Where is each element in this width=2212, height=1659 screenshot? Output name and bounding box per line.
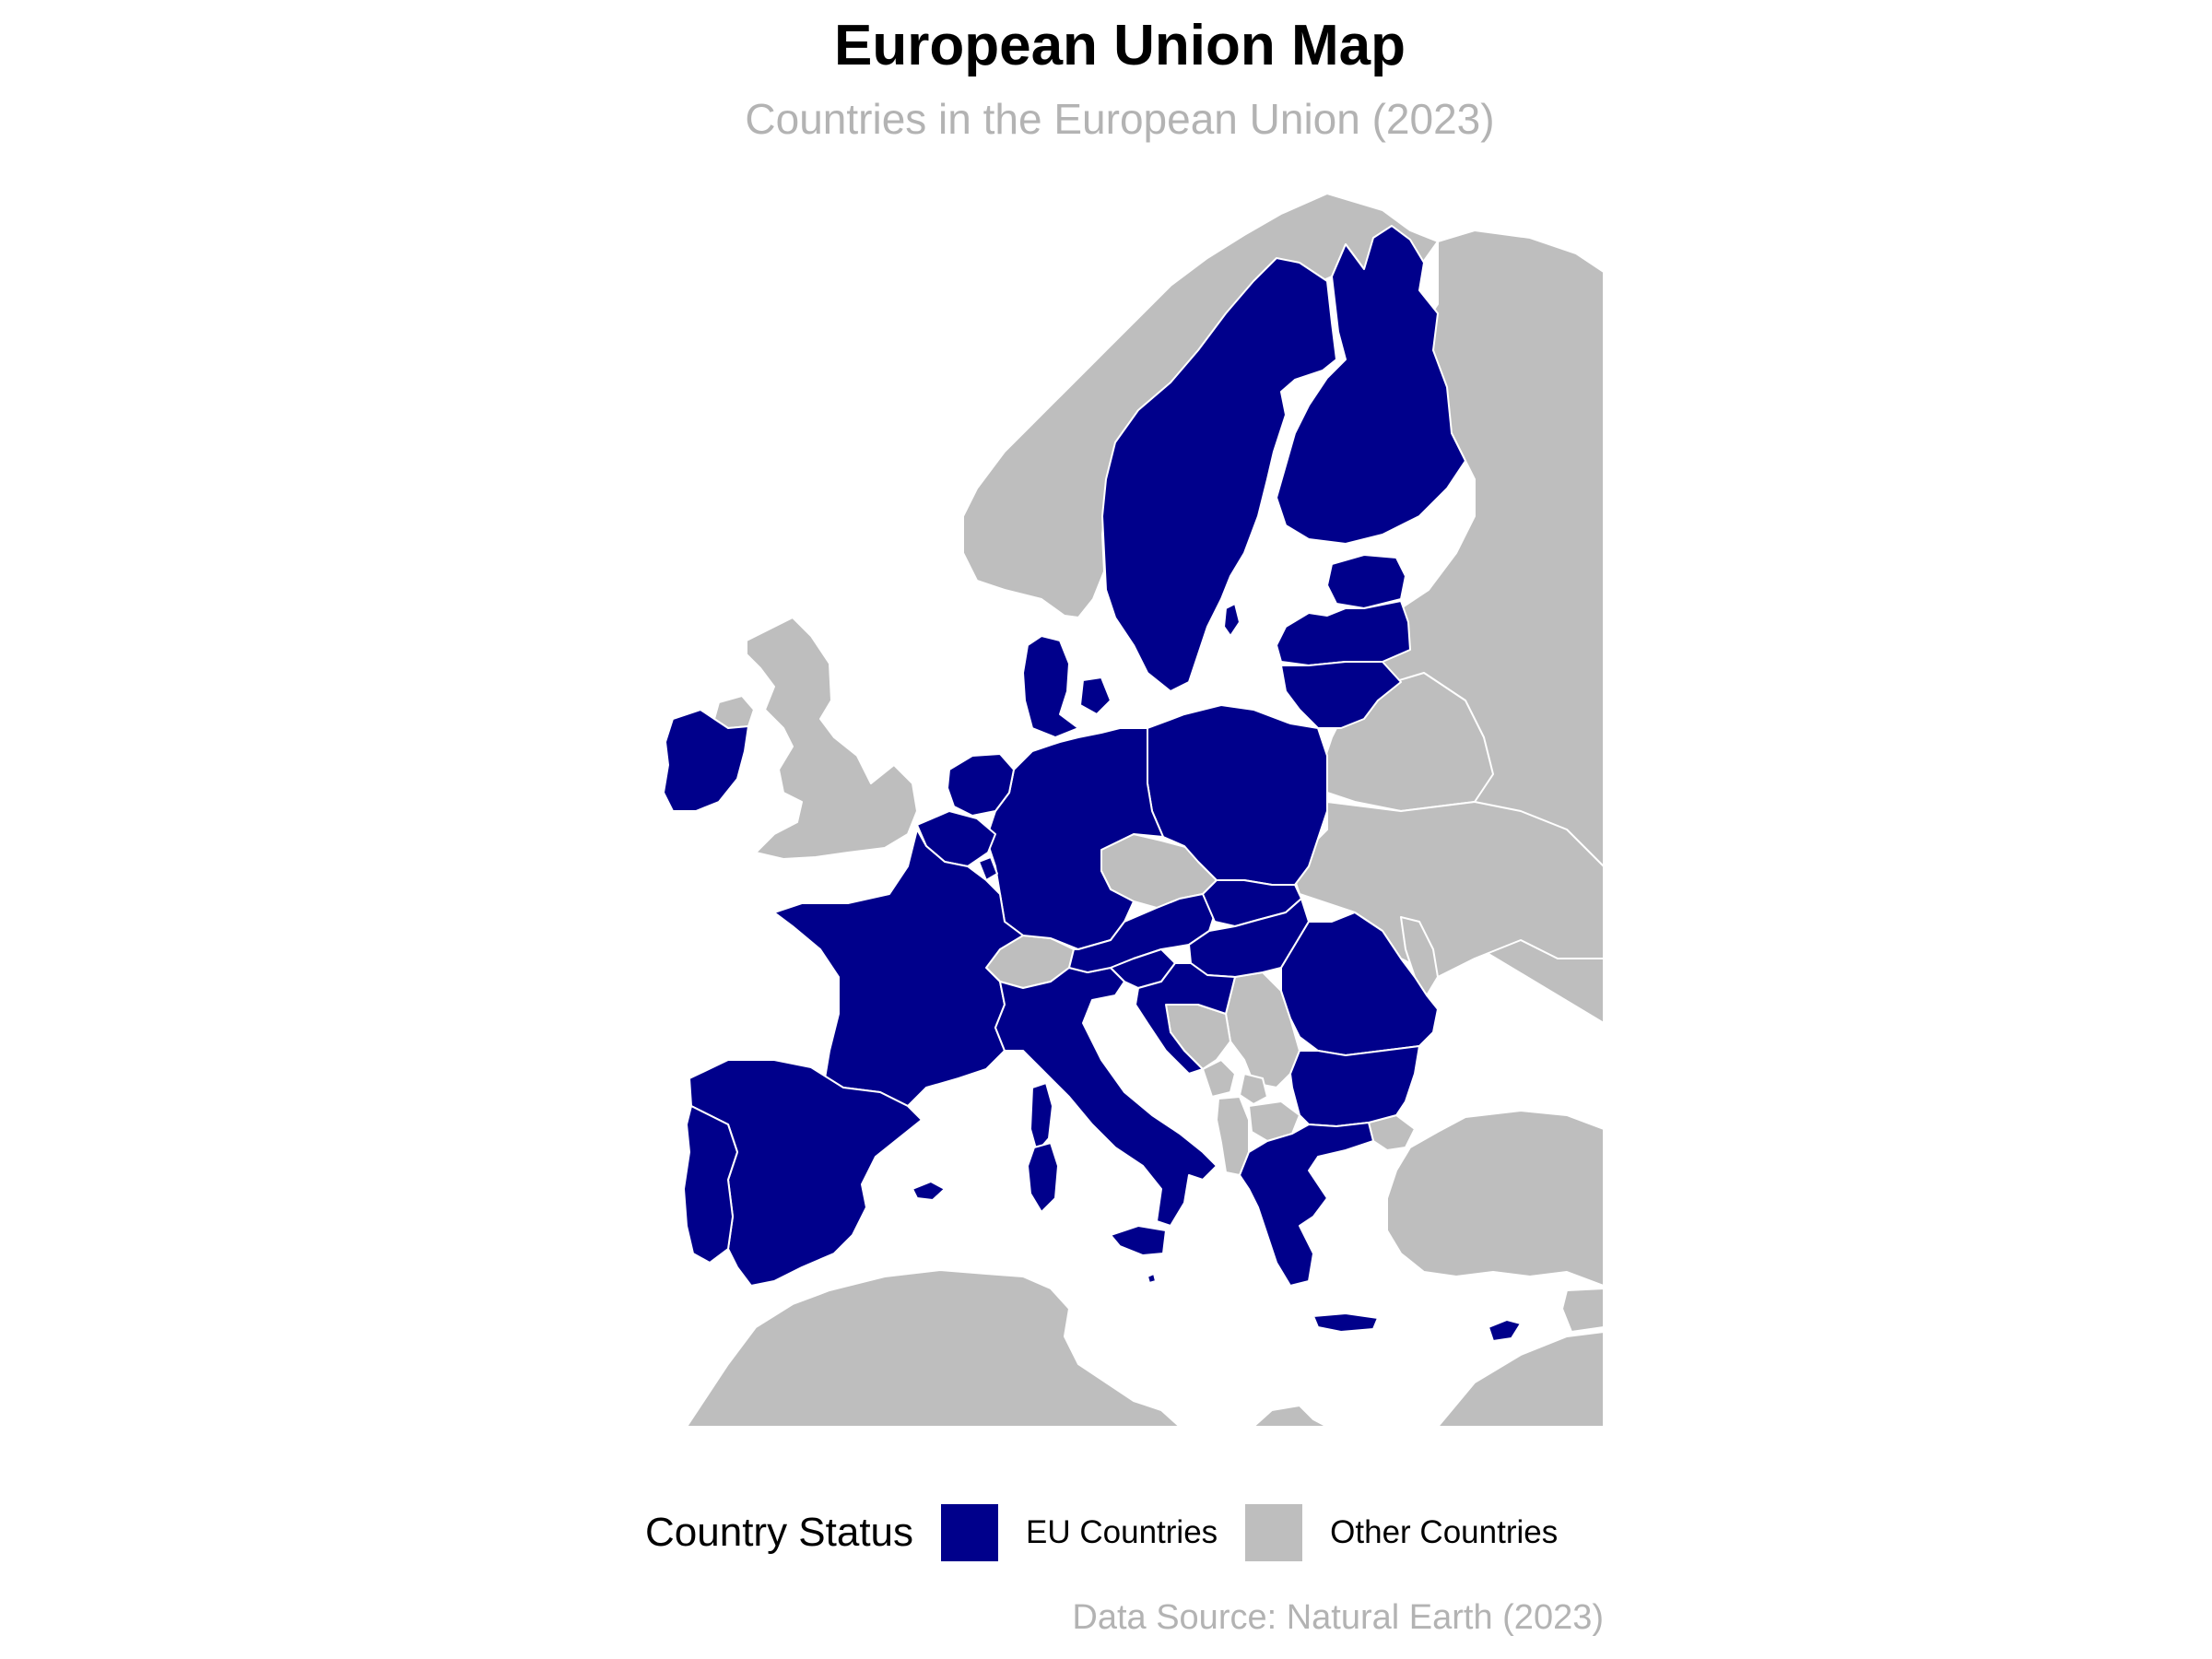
country-crete	[1312, 1312, 1379, 1333]
country-cyprus	[1488, 1319, 1522, 1342]
legend-label-other: Other Countries	[1330, 1514, 1559, 1550]
map-title: European Union Map	[834, 14, 1406, 77]
country-estonia	[1326, 554, 1406, 609]
country-poland	[1147, 704, 1328, 886]
legend-label-eu: EU Countries	[1026, 1514, 1218, 1550]
country-greece	[1239, 1122, 1374, 1287]
country-north-africa	[686, 1269, 1181, 1428]
map-subtitle: Countries in the European Union (2023)	[745, 95, 1495, 143]
country-sweden-gotland	[1223, 603, 1241, 637]
country-libya-egypt	[1253, 1331, 1605, 1428]
country-latvia	[1276, 600, 1411, 666]
country-montenegro	[1202, 1059, 1236, 1098]
country-kosovo	[1239, 1073, 1268, 1105]
country-ireland	[663, 709, 749, 812]
legend-title: Country Status	[645, 1510, 914, 1555]
country-luxembourg	[978, 856, 998, 881]
country-sardinia	[1027, 1142, 1059, 1213]
country-denmark	[1022, 635, 1112, 738]
country-levant	[1561, 1288, 1605, 1333]
legend-key-eu	[941, 1504, 999, 1561]
country-finland	[1276, 225, 1466, 545]
country-turkey	[1386, 1110, 1605, 1287]
data-source-caption: Data Source: Natural Earth (2023)	[1072, 1598, 1604, 1637]
country-netherlands	[947, 753, 1015, 817]
country-bulgaria	[1289, 1045, 1420, 1127]
country-uk-great-britain	[746, 617, 918, 860]
country-sicily	[1110, 1225, 1167, 1256]
country-croatia	[1135, 962, 1236, 1075]
country-sweden	[1101, 257, 1337, 692]
country-malta	[1147, 1273, 1157, 1284]
country-lithuania	[1280, 661, 1402, 729]
legend-key-other	[1245, 1504, 1303, 1561]
country-moldova	[1400, 916, 1439, 996]
country-portugal	[683, 1105, 738, 1264]
legend: Country Status EU Countries Other Countr…	[645, 1502, 1585, 1563]
country-balearic	[912, 1181, 946, 1201]
country-corsica	[1030, 1082, 1053, 1153]
